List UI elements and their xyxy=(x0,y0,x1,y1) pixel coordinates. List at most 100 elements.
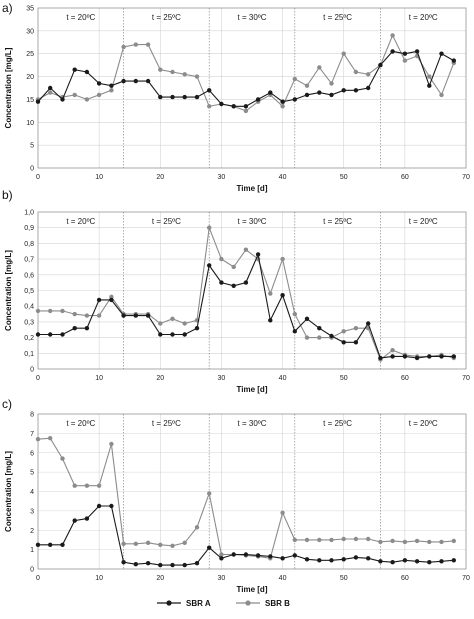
x-axis-title: Time [d] xyxy=(237,385,268,394)
plot-area-frame xyxy=(37,413,467,570)
data-point xyxy=(304,83,310,88)
data-point xyxy=(170,332,175,337)
data-point xyxy=(207,225,212,230)
data-point xyxy=(60,97,65,102)
data-point xyxy=(317,326,322,331)
data-point xyxy=(402,354,408,359)
phase-label: t = 20ºC xyxy=(66,13,95,22)
phase-label: t = 25ºC xyxy=(152,217,181,226)
data-point xyxy=(170,69,175,75)
data-point xyxy=(182,332,187,337)
phase-label: t = 25ºC xyxy=(323,419,352,428)
data-point xyxy=(427,354,432,359)
data-point xyxy=(304,557,310,562)
data-point xyxy=(72,92,77,98)
x-tick-label: 50 xyxy=(340,575,348,582)
plot-area-frame xyxy=(37,7,467,169)
phase-label: t = 30ºC xyxy=(238,419,267,428)
data-point xyxy=(219,556,224,561)
data-point xyxy=(390,348,395,353)
data-point xyxy=(109,88,114,93)
data-point xyxy=(182,94,187,100)
data-point xyxy=(145,78,151,84)
data-point xyxy=(390,538,395,544)
y-tick-label: 0,1 xyxy=(24,351,34,358)
data-point xyxy=(96,297,102,303)
data-point xyxy=(48,308,53,314)
x-tick-label: 10 xyxy=(95,575,103,582)
data-point xyxy=(292,76,297,82)
data-point xyxy=(317,558,322,563)
x-axis-title: Time [d] xyxy=(237,585,268,594)
chart-panel-2: 0 0,1 0,2 0,3 0,4 0,5 0,6 0,7 0,8 0,9 1,0 0 10 20 30 40… xyxy=(2,188,470,394)
x-tick-label: 30 xyxy=(218,575,226,582)
y-tick-label: 10 xyxy=(26,120,34,127)
y-tick-label: 25 xyxy=(26,51,34,58)
data-point xyxy=(182,562,187,568)
y-tick-label: 0,7 xyxy=(24,257,34,264)
data-point xyxy=(353,340,359,345)
y-tick-label: 2 xyxy=(30,528,34,535)
data-point xyxy=(353,555,359,560)
series-sbr-b xyxy=(35,436,456,561)
data-point xyxy=(219,552,224,557)
y-tick-label: 1 xyxy=(30,547,34,554)
data-point xyxy=(378,62,383,68)
data-point xyxy=(158,321,163,326)
x-axis-title: Time [d] xyxy=(237,184,268,193)
x-tick-label: 0 xyxy=(36,575,40,582)
data-point xyxy=(366,536,371,542)
y-tick-label: 0,3 xyxy=(24,319,34,326)
data-point xyxy=(243,247,249,252)
y-tick-label: 0,8 xyxy=(24,241,34,248)
phase-label: t = 20ºC xyxy=(409,419,438,428)
data-point xyxy=(96,92,102,98)
data-point xyxy=(84,97,90,102)
y-tick-label: 0,2 xyxy=(24,335,34,342)
data-point xyxy=(109,83,114,88)
data-point xyxy=(439,51,444,56)
data-point xyxy=(194,74,200,79)
x-tick-label: 10 xyxy=(95,375,103,382)
data-point xyxy=(194,94,200,100)
data-point xyxy=(255,97,261,102)
data-point xyxy=(243,104,249,109)
data-point xyxy=(439,354,444,359)
data-point xyxy=(219,101,224,107)
y-tick-label: 7 xyxy=(30,431,34,438)
data-point xyxy=(48,90,53,95)
x-tick-label: 60 xyxy=(401,174,409,181)
data-point xyxy=(304,335,310,340)
series-sbr-b xyxy=(35,33,456,114)
data-point xyxy=(35,437,41,442)
data-point xyxy=(341,88,346,93)
x-tick-label: 70 xyxy=(462,575,470,582)
data-point xyxy=(414,538,420,544)
panel-label: c) xyxy=(2,397,12,411)
data-point xyxy=(84,516,90,521)
data-point xyxy=(268,318,273,323)
x-tick-label: 40 xyxy=(279,575,287,582)
series-sbr-b xyxy=(35,225,456,362)
data-point xyxy=(353,536,359,542)
data-point xyxy=(133,541,138,546)
y-tick-label: 35 xyxy=(26,6,34,13)
x-tick-label: 50 xyxy=(340,375,348,382)
data-point xyxy=(207,491,212,496)
data-point xyxy=(341,340,346,345)
data-point xyxy=(292,553,297,558)
data-point xyxy=(109,297,114,303)
data-point xyxy=(439,92,444,98)
data-point xyxy=(84,326,90,331)
y-tick-label: 1,0 xyxy=(24,210,34,217)
data-point xyxy=(109,503,114,509)
data-point xyxy=(35,99,41,104)
panel-label: a) xyxy=(2,1,13,15)
data-point xyxy=(145,561,151,566)
data-point xyxy=(60,456,65,461)
data-point xyxy=(268,291,273,296)
data-point xyxy=(304,316,310,321)
data-point xyxy=(353,88,359,93)
